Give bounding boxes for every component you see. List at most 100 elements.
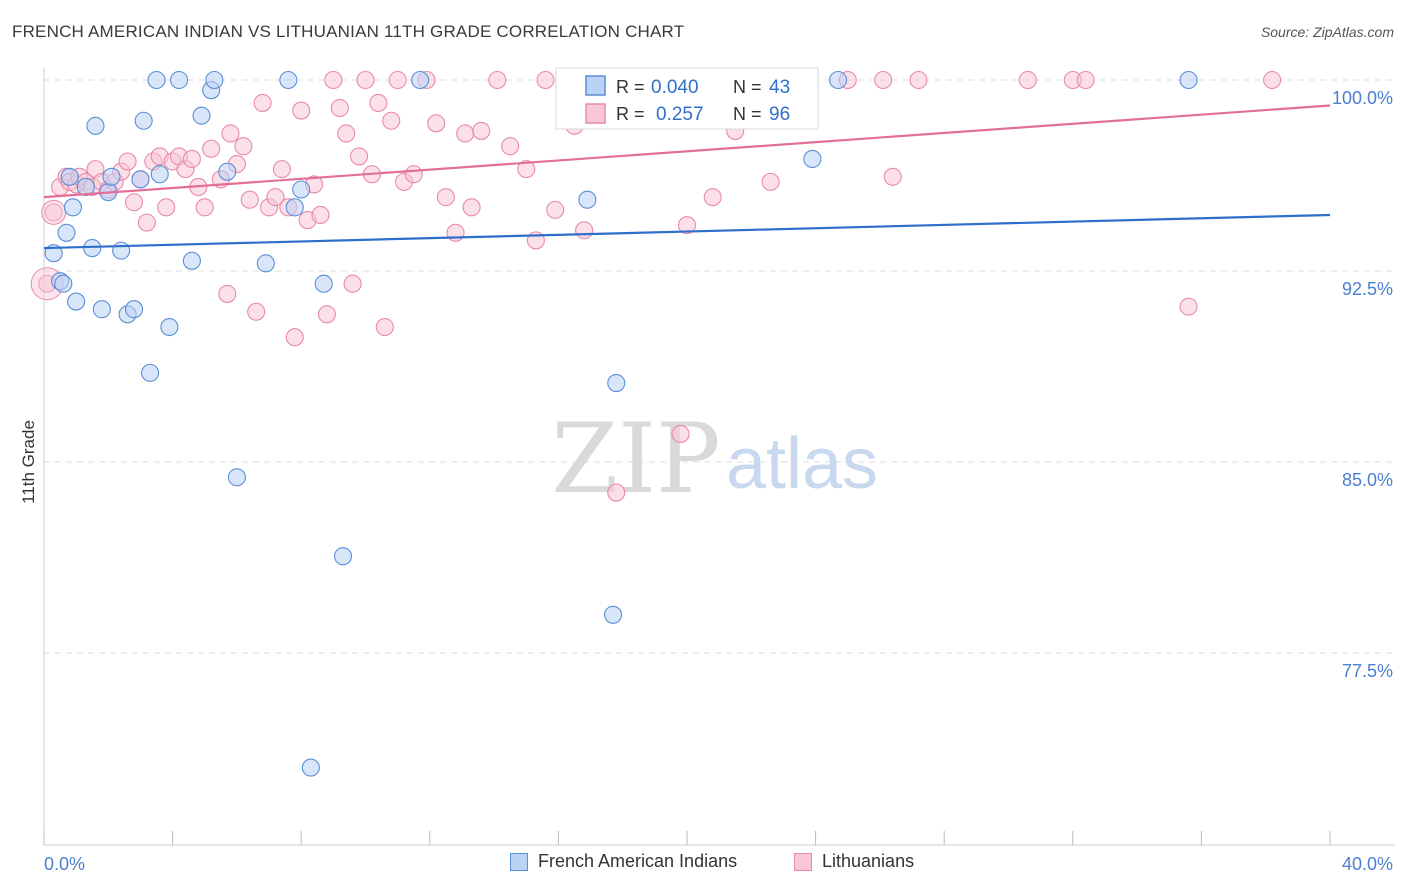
watermark: ZIP atlas — [551, 403, 878, 515]
lithuanians-point — [671, 424, 690, 444]
legend-swatch-blue — [585, 75, 606, 96]
y-tick-label: 85.0% — [1342, 470, 1393, 490]
lithuanians-point — [247, 302, 266, 321]
french-american-indians-point — [86, 116, 105, 135]
lithuanians-point — [546, 200, 565, 219]
bottom-legend-item-french-american-indians: French American Indians — [510, 851, 737, 872]
french-american-indians-point — [279, 70, 298, 90]
french-american-indians-point — [1179, 70, 1198, 90]
lithuanians-point — [292, 101, 311, 120]
lithuanians-point — [266, 188, 285, 207]
lithuanians-point — [404, 165, 423, 184]
french-american-indians-point — [205, 70, 224, 90]
lithuanians-point — [1263, 70, 1282, 90]
lithuanians-point — [124, 193, 144, 212]
lithuanians-point — [375, 317, 394, 337]
lithuanians-point — [356, 70, 375, 90]
lithuanians-point — [221, 124, 240, 143]
watermark-atlas: atlas — [726, 424, 878, 504]
french-american-indians-point — [67, 292, 86, 311]
lithuanians-point — [324, 70, 343, 90]
lithuanians-point — [240, 190, 259, 209]
watermark-zip: ZIP — [551, 403, 720, 515]
trend-line-french-american-indians — [43, 213, 1331, 250]
lithuanians-point — [909, 70, 928, 90]
trend-line-lithuanians — [43, 104, 1331, 199]
axes: 77.5% 85.0% 92.5% 100.0% — [43, 68, 1395, 846]
french-american-indians-point — [227, 468, 246, 487]
bottom-legend-item-lithuanians: Lithuanians — [794, 851, 914, 872]
lithuanians-point — [883, 167, 902, 186]
french-american-indians-point — [292, 180, 311, 199]
lithuanians-point — [285, 328, 304, 347]
lithuanians-point — [182, 149, 201, 168]
lithuanians-point — [575, 221, 594, 240]
lithuanians-point — [195, 198, 214, 217]
french-american-indians-point — [124, 300, 144, 319]
legend-n-label-2: N = — [733, 104, 762, 124]
y-tick-label: 77.5% — [1342, 661, 1393, 681]
lithuanians-point — [1076, 70, 1095, 90]
french-american-indians-point — [160, 317, 179, 337]
lithuanians-point — [44, 203, 63, 222]
lithuanians-point — [382, 111, 401, 130]
lithuanians-point — [317, 305, 336, 324]
lithuanians-point — [874, 70, 893, 90]
lithuanians-point — [427, 114, 446, 133]
lithuanians-point — [253, 93, 272, 112]
french-american-indians-point — [147, 70, 166, 90]
lithuanians-point — [462, 198, 481, 217]
lithuanians-point — [137, 213, 156, 232]
lithuanians-point — [218, 284, 237, 303]
y-tick-label: 100.0% — [1332, 88, 1393, 108]
french-american-indians-point — [60, 167, 79, 186]
lithuanians-point — [703, 188, 722, 207]
lithuanians-point — [472, 121, 491, 140]
french-american-indians-point — [57, 223, 76, 242]
french-american-indians-point — [411, 70, 430, 90]
lithuanians-point — [488, 70, 507, 90]
lithuanians-point — [517, 160, 536, 179]
legend-swatch-pink — [585, 103, 606, 124]
legend-n-value-2: 96 — [769, 104, 790, 125]
legend-r-value-1: 0.040 — [651, 77, 699, 98]
lithuanians-point — [536, 70, 555, 90]
french-american-indians-point — [314, 274, 333, 293]
french-american-indians-point — [141, 363, 160, 382]
lithuanians-point — [446, 223, 465, 242]
french-american-indians-point — [829, 70, 848, 90]
french-american-indians-point — [131, 170, 150, 189]
x-tick-label-min: 0.0% — [44, 854, 85, 874]
gridlines — [44, 79, 1395, 654]
legend-r-label-2: R = — [616, 104, 645, 124]
french-american-indians-point — [578, 190, 597, 209]
lithuanians-point — [761, 172, 780, 191]
lithuanians-point — [369, 93, 388, 112]
bottom-legend-label-1: French American Indians — [538, 851, 738, 871]
legend-r-value-2: 0.257 — [656, 104, 704, 125]
french-american-indians-point — [112, 241, 131, 260]
lithuanians-point — [272, 160, 291, 179]
french-american-indians-point — [218, 162, 237, 181]
french-american-indians-point — [150, 165, 169, 184]
french-american-indians-point — [256, 254, 275, 273]
lithuanians-point — [436, 188, 455, 207]
lithuanians-point — [311, 205, 330, 225]
lithuanians-point — [607, 483, 626, 502]
x-tick-label-max: 40.0% — [1342, 854, 1393, 874]
french-american-indians-point — [63, 198, 82, 217]
bottom-legend: French American Indians Lithuanians — [0, 851, 1406, 881]
lithuanians-point — [501, 137, 520, 156]
lithuanians-point — [456, 124, 475, 143]
french-american-indians-point — [285, 198, 304, 217]
lithuanians-point — [234, 137, 253, 156]
chart-title: FRENCH AMERICAN INDIAN VS LITHUANIAN 11T… — [12, 22, 685, 41]
legend-n-label-1: N = — [733, 77, 762, 97]
lithuanians-point — [343, 274, 362, 293]
french-american-indians-point — [192, 106, 211, 125]
french-american-indians-point — [803, 149, 822, 168]
lithuanians-point — [677, 216, 697, 235]
y-axis-label: 11th Grade — [19, 420, 38, 504]
lithuanians-point — [41, 199, 67, 225]
